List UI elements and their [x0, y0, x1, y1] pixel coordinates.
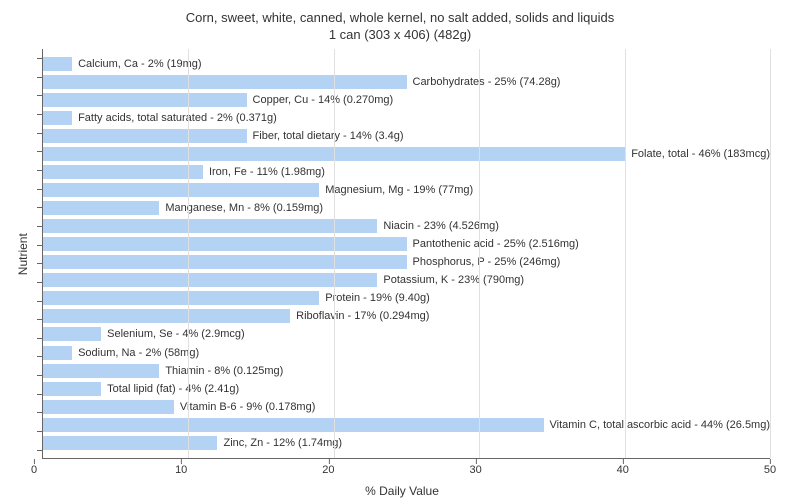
- bar-row: Potassium, K - 23% (790mg): [43, 273, 770, 287]
- bar-row: Pantothenic acid - 25% (2.516mg): [43, 237, 770, 251]
- bar-label: Fiber, total dietary - 14% (3.4g): [247, 130, 404, 142]
- gridline: [479, 49, 480, 458]
- bar-label: Calcium, Ca - 2% (19mg): [72, 58, 201, 70]
- bars-container: Calcium, Ca - 2% (19mg) Carbohydrates - 2…: [43, 57, 770, 450]
- bar-label: Folate, total - 46% (183mcg): [625, 148, 770, 160]
- bar: [43, 129, 247, 143]
- gridline: [188, 49, 189, 458]
- bar: [43, 382, 101, 396]
- bar-row: Phosphorus, P - 25% (246mg): [43, 255, 770, 269]
- x-axis-label: % Daily Value: [34, 484, 770, 498]
- bar-label: Manganese, Mn - 8% (0.159mg): [159, 202, 323, 214]
- chart-title-line2: 1 can (303 x 406) (482g): [0, 27, 800, 44]
- bar: [43, 418, 544, 432]
- gridline: [625, 49, 626, 458]
- bar-row: Vitamin B-6 - 9% (0.178mg): [43, 400, 770, 414]
- bar-row: Protein - 19% (9.40g): [43, 291, 770, 305]
- x-axis: % Daily Value 01020304050: [34, 464, 770, 500]
- bar-label: Phosphorus, P - 25% (246mg): [407, 256, 561, 268]
- bar-row: Selenium, Se - 4% (2.9mcg): [43, 327, 770, 341]
- bar-row: Copper, Cu - 14% (0.270mg): [43, 93, 770, 107]
- bar-label: Selenium, Se - 4% (2.9mcg): [101, 328, 245, 340]
- x-tick-label: 10: [175, 464, 187, 476]
- bar-row: Fiber, total dietary - 14% (3.4g): [43, 129, 770, 143]
- bar: [43, 255, 407, 269]
- bar-row: Thiamin - 8% (0.125mg): [43, 364, 770, 378]
- bar: [43, 436, 217, 450]
- x-tick-label: 40: [617, 464, 629, 476]
- bar-label: Carbohydrates - 25% (74.28g): [407, 76, 561, 88]
- gridline: [334, 49, 335, 458]
- x-tick-label: 30: [469, 464, 481, 476]
- bar: [43, 273, 377, 287]
- bar: [43, 400, 174, 414]
- chart-title: Corn, sweet, white, canned, whole kernel…: [0, 0, 800, 44]
- bar: [43, 327, 101, 341]
- bar: [43, 364, 159, 378]
- bar: [43, 165, 203, 179]
- bar: [43, 57, 72, 71]
- bar-label: Potassium, K - 23% (790mg): [377, 274, 524, 286]
- bar-label: Protein - 19% (9.40g): [319, 292, 430, 304]
- bar-label: Vitamin B-6 - 9% (0.178mg): [174, 401, 316, 413]
- bar-row: Riboflavin - 17% (0.294mg): [43, 309, 770, 323]
- bar-row: Folate, total - 46% (183mcg): [43, 147, 770, 161]
- bar-row: Fatty acids, total saturated - 2% (0.371…: [43, 111, 770, 125]
- bar-row: Magnesium, Mg - 19% (77mg): [43, 183, 770, 197]
- bar: [43, 93, 247, 107]
- bar-label: Zinc, Zn - 12% (1.74mg): [217, 437, 342, 449]
- bar: [43, 183, 319, 197]
- bar: [43, 201, 159, 215]
- bar-label: Fatty acids, total saturated - 2% (0.371…: [72, 112, 277, 124]
- x-tick-label: 20: [322, 464, 334, 476]
- bar: [43, 219, 377, 233]
- bar: [43, 75, 407, 89]
- bar-row: Sodium, Na - 2% (58mg): [43, 346, 770, 360]
- bar-label: Sodium, Na - 2% (58mg): [72, 347, 199, 359]
- bar-row: Carbohydrates - 25% (74.28g): [43, 75, 770, 89]
- plot-area: Calcium, Ca - 2% (19mg) Carbohydrates - 2…: [42, 49, 770, 459]
- bar: [43, 346, 72, 360]
- bar-label: Riboflavin - 17% (0.294mg): [290, 310, 429, 322]
- bar-row: Niacin - 23% (4.526mg): [43, 219, 770, 233]
- bar-row: Manganese, Mn - 8% (0.159mg): [43, 201, 770, 215]
- bar: [43, 291, 319, 305]
- y-axis-label: Nutrient: [10, 49, 30, 459]
- bar-label: Magnesium, Mg - 19% (77mg): [319, 184, 473, 196]
- y-axis-ticks: [30, 49, 42, 459]
- gridline: [770, 49, 771, 458]
- bar-label: Copper, Cu - 14% (0.270mg): [247, 94, 394, 106]
- bar-label: Vitamin C, total ascorbic acid - 44% (26…: [544, 419, 771, 431]
- bar-row: Iron, Fe - 11% (1.98mg): [43, 165, 770, 179]
- bar: [43, 237, 407, 251]
- bar-row: Calcium, Ca - 2% (19mg): [43, 57, 770, 71]
- bar: [43, 111, 72, 125]
- bar-label: Total lipid (fat) - 4% (2.41g): [101, 383, 239, 395]
- bar-label: Thiamin - 8% (0.125mg): [159, 365, 283, 377]
- chart-title-line1: Corn, sweet, white, canned, whole kernel…: [0, 10, 800, 27]
- bar-label: Pantothenic acid - 25% (2.516mg): [407, 238, 579, 250]
- x-tick-label: 50: [764, 464, 776, 476]
- bar-row: Vitamin C, total ascorbic acid - 44% (26…: [43, 418, 770, 432]
- bar-row: Zinc, Zn - 12% (1.74mg): [43, 436, 770, 450]
- bar-label: Niacin - 23% (4.526mg): [377, 220, 499, 232]
- chart-area: Nutrient Calcium, Ca - 2% (19mg) Carbohyd…: [0, 44, 800, 464]
- bar-label: Iron, Fe - 11% (1.98mg): [203, 166, 325, 178]
- bar: [43, 309, 290, 323]
- bar-row: Total lipid (fat) - 4% (2.41g): [43, 382, 770, 396]
- x-tick-label: 0: [31, 464, 37, 476]
